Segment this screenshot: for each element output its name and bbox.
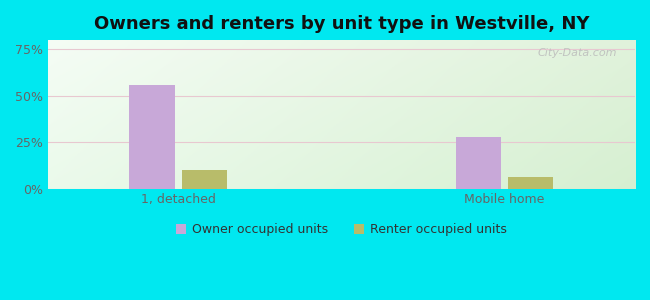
- Title: Owners and renters by unit type in Westville, NY: Owners and renters by unit type in Westv…: [94, 15, 589, 33]
- Text: City-Data.com: City-Data.com: [538, 47, 617, 58]
- Legend: Owner occupied units, Renter occupied units: Owner occupied units, Renter occupied un…: [170, 217, 513, 243]
- Bar: [508, 178, 553, 189]
- Bar: [181, 170, 228, 189]
- Bar: [129, 85, 175, 189]
- Bar: [456, 136, 501, 189]
